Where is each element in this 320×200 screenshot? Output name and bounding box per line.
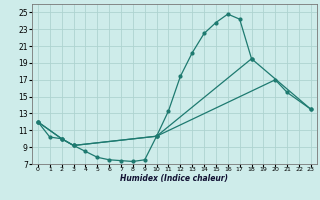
X-axis label: Humidex (Indice chaleur): Humidex (Indice chaleur) bbox=[120, 174, 228, 183]
